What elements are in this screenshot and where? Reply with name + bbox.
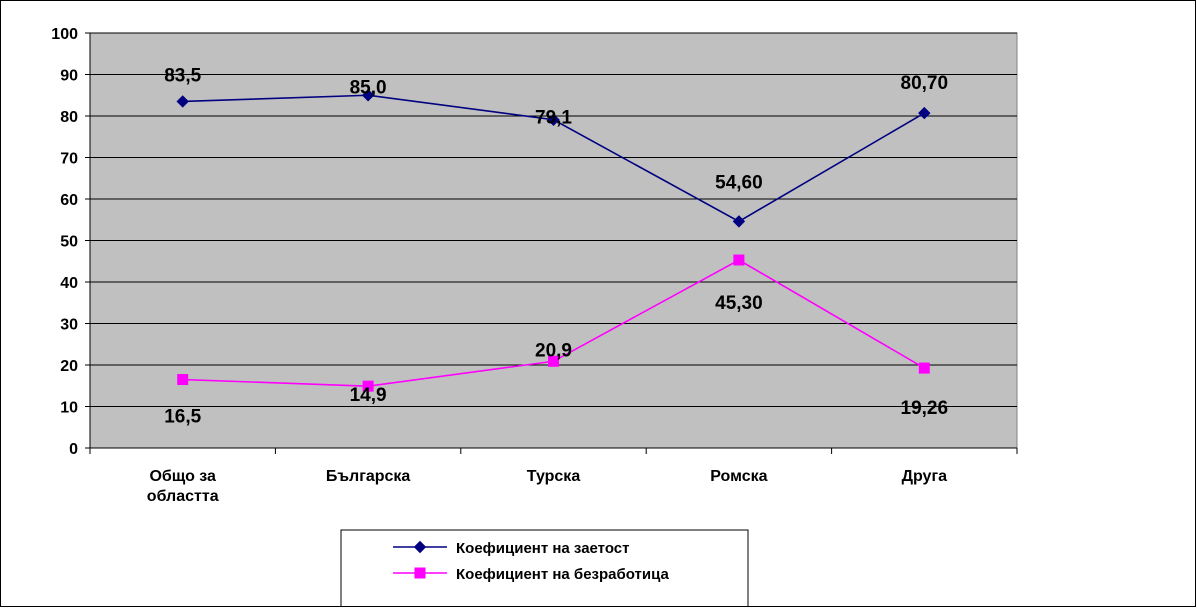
y-tick-label: 80 xyxy=(60,109,78,126)
data-point-square xyxy=(177,374,189,386)
x-category-label: Ромска xyxy=(710,468,767,485)
legend-box xyxy=(340,529,749,606)
y-tick-label: 100 xyxy=(51,26,78,43)
data-point-square xyxy=(362,380,374,392)
data-label: 20,9 xyxy=(535,340,572,361)
data-label: 16,5 xyxy=(164,407,201,428)
x-category-label: Българска xyxy=(326,468,411,485)
data-point-square xyxy=(733,254,745,266)
data-label: 79,1 xyxy=(535,108,572,129)
data-point-square xyxy=(548,355,559,367)
data-label: 14,9 xyxy=(350,385,387,406)
y-tick-label: 20 xyxy=(60,358,78,375)
data-label: 54,60 xyxy=(715,172,763,193)
y-tick-label: 90 xyxy=(60,68,78,85)
y-tick-label: 10 xyxy=(60,400,78,417)
x-category-label: областта xyxy=(147,488,219,505)
y-tick-label: 50 xyxy=(60,234,78,251)
legend-label: Коефициент на заетост xyxy=(456,540,629,557)
data-point-diamond xyxy=(918,106,931,120)
data-point-diamond xyxy=(176,95,189,108)
data-label: 83,5 xyxy=(164,65,201,86)
y-tick-label: 60 xyxy=(60,192,78,209)
data-label: 85,0 xyxy=(350,77,387,98)
y-tick-label: 70 xyxy=(60,151,78,168)
data-label: 45,30 xyxy=(715,293,763,314)
data-point-diamond xyxy=(547,113,560,126)
data-point-square xyxy=(918,362,930,374)
data-point-diamond xyxy=(732,215,746,228)
data-label: 80,70 xyxy=(901,73,949,94)
x-category-label: Друга xyxy=(902,468,948,485)
x-category-label: Турска xyxy=(527,468,581,485)
data-point-diamond xyxy=(361,89,375,102)
legend-label: Коефициент на безработица xyxy=(456,566,670,583)
x-category-label: Общо за xyxy=(149,468,216,485)
y-tick-label: 30 xyxy=(60,317,78,334)
y-tick-label: 40 xyxy=(60,275,78,292)
legend-marker-diamond xyxy=(413,540,427,554)
y-tick-label: 0 xyxy=(69,441,78,458)
data-label: 19,26 xyxy=(901,398,949,419)
legend-marker-square xyxy=(414,567,426,579)
